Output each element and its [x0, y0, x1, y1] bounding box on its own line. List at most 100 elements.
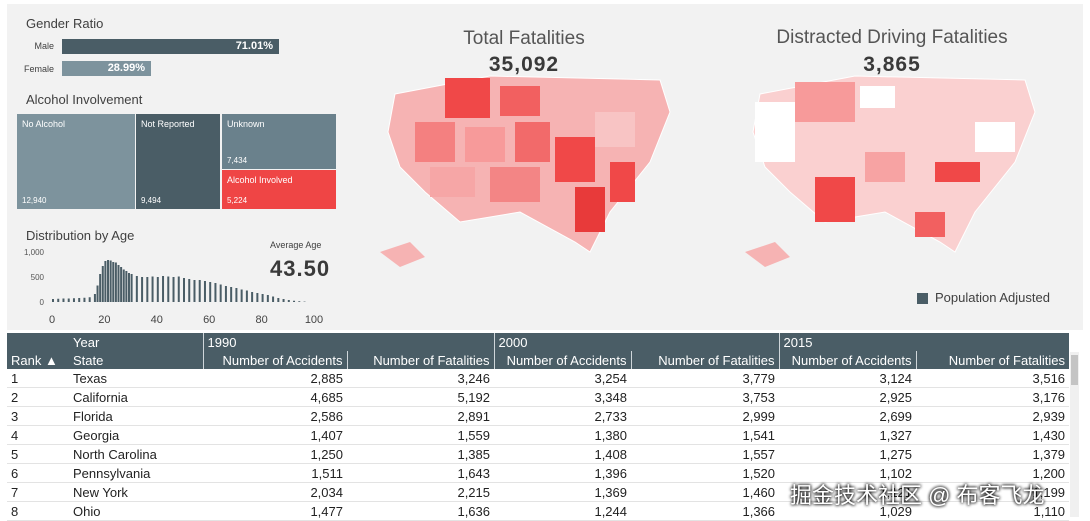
age-bar[interactable] — [162, 276, 165, 302]
tile-not-reported[interactable]: Not Reported 9,494 — [136, 114, 220, 209]
age-bar[interactable] — [167, 276, 170, 303]
age-bar[interactable] — [293, 300, 296, 302]
age-bar[interactable] — [93, 294, 96, 302]
header-1990[interactable]: 1990 — [202, 333, 495, 351]
age-bar[interactable] — [287, 300, 290, 302]
fatalities-2000-header[interactable]: Number of Fatalities — [630, 351, 780, 369]
fatalities-2015-header[interactable]: Number of Fatalities — [915, 351, 1070, 369]
age-bar[interactable] — [272, 296, 275, 303]
age-bar[interactable] — [112, 262, 115, 302]
value-cell: 1,636 — [347, 501, 495, 521]
age-bar[interactable] — [83, 297, 86, 302]
age-bar[interactable] — [261, 294, 264, 302]
table-row[interactable]: 6 Pennsylvania 1,511 1,643 1,396 1,520 1,102 1,… — [7, 463, 1070, 483]
accidents-2000-header[interactable]: Number of Accidents — [493, 351, 632, 369]
total-fatalities-map[interactable] — [370, 72, 690, 272]
age-bar[interactable] — [151, 276, 154, 303]
tile-not-reported-value: 9,494 — [141, 196, 162, 205]
accidents-2015-header[interactable]: Number of Accidents — [778, 351, 917, 369]
age-bar[interactable] — [277, 298, 280, 302]
age-bar[interactable] — [135, 276, 138, 302]
age-bar[interactable] — [88, 297, 91, 302]
age-bar[interactable] — [57, 298, 60, 302]
value-cell: 1,369 — [494, 482, 632, 502]
table-row[interactable]: 2 California 4,685 5,192 3,348 3,753 2,925 3,17… — [7, 387, 1070, 407]
tile-alcohol-involved[interactable]: Alcohol Involved 5,224 — [222, 170, 336, 209]
table-row[interactable]: 3 Florida 2,586 2,891 2,733 2,999 2,699 2,939 — [7, 406, 1070, 426]
age-histogram[interactable]: 1,000 500 0 0 20 40 60 80 100 — [18, 246, 338, 326]
value-cell: 1,250 — [203, 444, 347, 464]
age-bar[interactable] — [203, 281, 206, 302]
value-cell: 2,999 — [631, 406, 780, 426]
rank-sort-header[interactable]: Rank ▲ — [7, 351, 69, 369]
table-row[interactable]: 5 North Carolina 1,250 1,385 1,408 1,557 1,275… — [7, 444, 1070, 464]
age-bar[interactable] — [282, 299, 285, 302]
table-row[interactable]: 8 Ohio 1,477 1,636 1,244 1,366 1,029 1,110 — [7, 501, 1070, 521]
age-bar[interactable] — [240, 289, 243, 303]
age-bar[interactable] — [251, 292, 254, 302]
age-bar[interactable] — [104, 261, 107, 302]
age-bar[interactable] — [193, 280, 196, 302]
age-bar[interactable] — [209, 282, 212, 302]
header-2015[interactable]: 2015 — [778, 333, 1070, 351]
age-x-tick: 100 — [305, 314, 323, 326]
age-bar[interactable] — [256, 293, 259, 302]
distracted-fatalities-map[interactable] — [735, 72, 1055, 272]
tile-unknown-value: 7,434 — [227, 156, 248, 165]
age-bar[interactable] — [183, 278, 185, 302]
avg-age-label: Average Age — [270, 240, 322, 250]
table-row[interactable]: 1 Texas 2,885 3,246 3,254 3,779 3,124 3,516 — [7, 369, 1070, 388]
age-bar[interactable] — [96, 285, 99, 303]
age-bar[interactable] — [99, 274, 102, 302]
age-bar[interactable] — [117, 265, 120, 302]
age-bar[interactable] — [141, 277, 144, 302]
age-bar[interactable] — [52, 299, 54, 302]
age-bar[interactable] — [146, 277, 149, 302]
age-bar[interactable] — [198, 280, 201, 302]
accidents-1990-header[interactable]: Number of Accidents — [202, 351, 347, 369]
age-bar[interactable] — [78, 298, 81, 302]
value-cell: 3,516 — [916, 369, 1070, 388]
female-bar[interactable]: 28.99% — [62, 61, 151, 76]
state-cell: Ohio — [69, 501, 203, 521]
age-bar[interactable] — [125, 271, 128, 302]
state-header[interactable]: State — [69, 351, 203, 369]
age-bar[interactable] — [67, 298, 70, 303]
male-bar[interactable]: 71.01% — [62, 39, 279, 54]
age-bar[interactable] — [219, 284, 222, 303]
age-bar[interactable] — [130, 274, 133, 302]
table-row[interactable]: 4 Georgia 1,407 1,559 1,380 1,541 1,327 1,430 — [7, 425, 1070, 445]
age-bar[interactable] — [245, 290, 248, 303]
value-cell: 1,520 — [631, 463, 780, 483]
age-bar[interactable] — [72, 298, 75, 302]
age-bar[interactable] — [62, 298, 65, 303]
tile-unknown[interactable]: Unknown 7,434 — [222, 114, 336, 169]
age-bar[interactable] — [120, 267, 123, 302]
age-bar[interactable] — [298, 301, 301, 302]
value-cell: 1,366 — [631, 501, 780, 521]
age-bar[interactable] — [172, 277, 175, 302]
rank-cell: 8 — [7, 501, 69, 521]
age-bar[interactable] — [107, 260, 110, 302]
age-bar[interactable] — [230, 287, 233, 302]
age-bar[interactable] — [156, 277, 159, 302]
age-bar[interactable] — [114, 262, 117, 303]
table-scrollbar[interactable] — [1070, 352, 1079, 517]
age-bar[interactable] — [266, 295, 269, 302]
age-bar[interactable] — [235, 288, 238, 302]
age-bar[interactable] — [177, 276, 180, 303]
tile-no-alcohol[interactable]: No Alcohol 12,940 — [17, 114, 135, 209]
value-cell: 2,891 — [347, 406, 495, 426]
age-bar[interactable] — [109, 260, 112, 303]
header-2000[interactable]: 2000 — [493, 333, 780, 351]
age-bar[interactable] — [214, 283, 217, 302]
table-row[interactable]: 7 New York 2,034 2,215 1,369 1,460 1,121 1,199 — [7, 482, 1070, 502]
fatalities-1990-header[interactable]: Number of Fatalities — [346, 351, 495, 369]
age-bar[interactable] — [101, 266, 104, 302]
table-scrollbar-thumb[interactable] — [1071, 355, 1078, 385]
age-bar[interactable] — [127, 273, 130, 302]
age-bar[interactable] — [188, 279, 191, 302]
age-bar[interactable] — [224, 286, 227, 302]
age-bar[interactable] — [122, 269, 125, 303]
rank-cell: 1 — [7, 369, 69, 388]
